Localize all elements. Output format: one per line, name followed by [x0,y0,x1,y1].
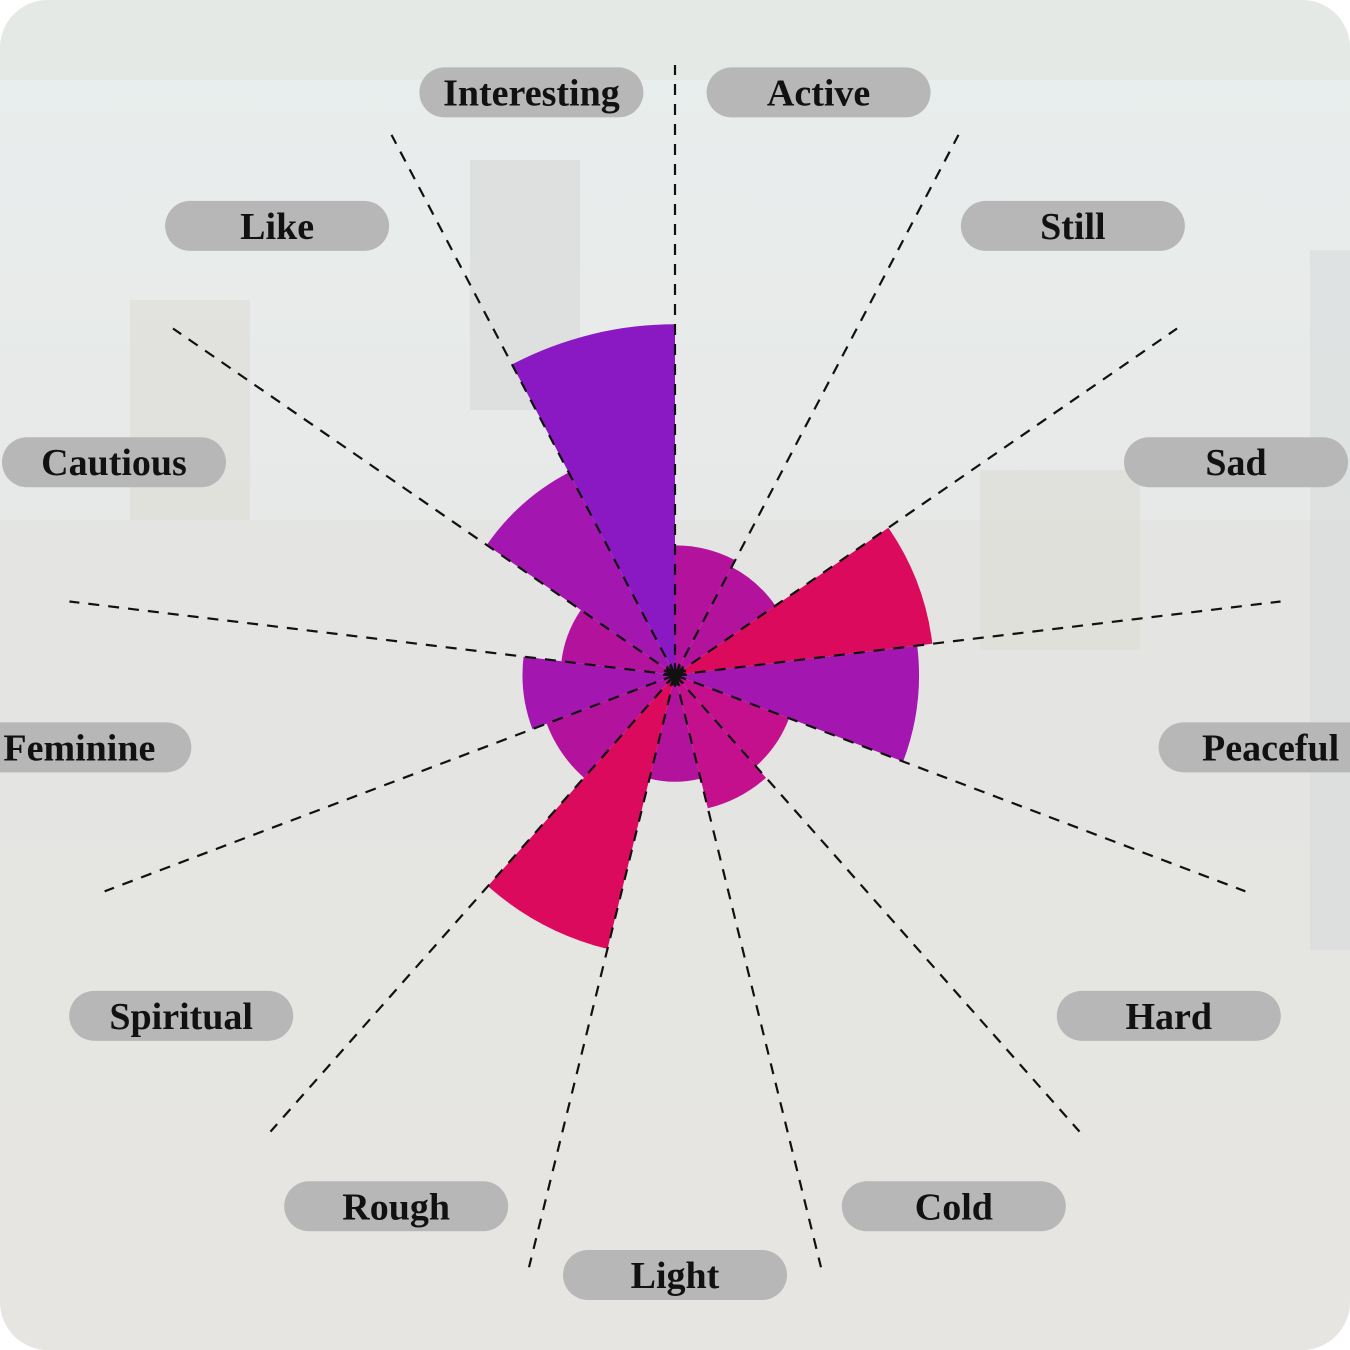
label-pill-background [1056,990,1281,1041]
wedge-rough [487,675,675,949]
sector-divider [674,673,1246,893]
category-label-spiritual: Spiritual [69,990,294,1041]
category-label-text: Interesting [443,72,620,114]
category-label-text: Peaceful [1202,727,1339,769]
category-label-text: Active [767,72,870,114]
label-pill-background [165,200,390,251]
category-label-text: Light [631,1255,720,1297]
wedge-hard [675,675,790,767]
category-label-interesting: Interesting [419,67,644,118]
category-label-hard: Hard [1056,990,1281,1041]
wedge-active [675,545,736,675]
category-label-text: Hard [1126,996,1213,1038]
category-label-text: Rough [342,1186,450,1228]
label-pill-background [419,67,644,118]
label-pill-background [284,1181,509,1232]
wedge-sad [675,527,933,675]
sector-divider [674,600,1281,677]
category-label-peaceful: Peaceful [1158,722,1350,773]
category-label-light: Light [563,1250,787,1300]
wedge-light [649,675,701,782]
category-label-cold: Cold [841,1181,1066,1232]
category-label-text: Spiritual [109,996,253,1038]
wedge-still [675,566,776,675]
wedge-like [486,472,675,675]
sector-divider [673,674,823,1268]
sector-divider [104,673,676,893]
category-label-rough: Rough [284,1181,509,1232]
category-label-sad: Sad [1124,437,1349,488]
wedge-spiritual [546,675,675,778]
sector-divider [69,600,676,677]
sector-divider [674,327,1178,676]
category-label-active: Active [706,67,931,118]
label-pill-background [1124,437,1349,488]
label-pill-background [960,200,1185,251]
label-pill-background [1,437,226,488]
wedge-peaceful [675,645,919,762]
sector-divider [172,327,676,676]
label-pill-background [69,990,294,1041]
category-label-text: Feminine [3,727,155,769]
label-pill-background [0,722,192,773]
category-label-cautious: Cautious [1,437,226,488]
category-label-like: Like [165,200,390,251]
category-label-feminine: Feminine [0,722,192,773]
center-mark-stroke [669,663,681,687]
category-label-text: Like [240,206,314,248]
category-label-text: Cautious [41,442,187,484]
wedge-cautious [561,610,675,675]
wedge-interesting [511,324,675,675]
category-label-still: Still [960,200,1185,251]
category-label-text: Still [1040,206,1105,248]
label-pill-background [1158,722,1350,773]
sector-divider [390,134,676,676]
label-pill-background [706,67,931,118]
sector-divider [674,674,1081,1133]
wedge-feminine [522,656,675,730]
category-label-text: Cold [915,1186,993,1228]
wedge-cold [675,675,767,809]
sector-divider [269,674,676,1133]
label-pill-background [563,1250,787,1300]
category-label-text: Sad [1205,442,1266,484]
sector-divider [527,674,677,1268]
sector-divider [674,134,960,676]
label-pill-background [841,1181,1066,1232]
